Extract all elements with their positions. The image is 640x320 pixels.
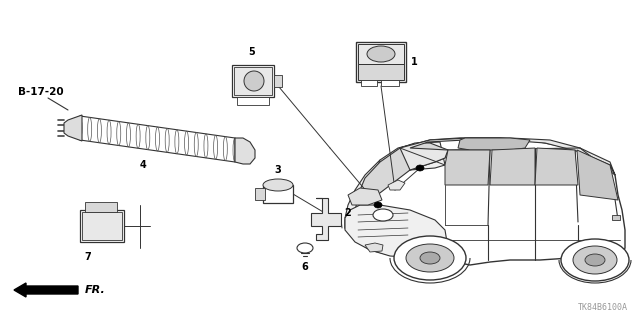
Text: 6: 6: [301, 262, 308, 272]
Bar: [237, 97, 269, 105]
FancyArrow shape: [14, 283, 78, 297]
Bar: [356, 42, 406, 82]
Polygon shape: [490, 148, 535, 185]
Polygon shape: [345, 142, 445, 222]
Ellipse shape: [561, 239, 629, 281]
Ellipse shape: [406, 244, 454, 272]
Bar: [85, 202, 117, 212]
Bar: [255, 188, 265, 200]
Ellipse shape: [373, 209, 393, 221]
Ellipse shape: [374, 202, 382, 208]
Bar: [274, 75, 282, 87]
Polygon shape: [80, 116, 235, 162]
Text: 2: 2: [344, 208, 351, 218]
Polygon shape: [388, 180, 405, 190]
Ellipse shape: [585, 254, 605, 266]
Polygon shape: [64, 115, 82, 141]
Ellipse shape: [416, 165, 424, 171]
Ellipse shape: [263, 179, 293, 191]
Text: 7: 7: [84, 252, 92, 262]
Polygon shape: [345, 205, 450, 260]
Polygon shape: [311, 198, 341, 240]
Ellipse shape: [244, 71, 264, 91]
Polygon shape: [535, 148, 578, 185]
Bar: [358, 44, 404, 64]
Polygon shape: [445, 150, 490, 185]
Bar: [612, 215, 620, 220]
Text: B-17-20: B-17-20: [18, 87, 63, 97]
Ellipse shape: [297, 243, 313, 253]
Text: FR.: FR.: [85, 285, 106, 295]
Bar: [234, 67, 272, 95]
Text: 1: 1: [411, 57, 418, 67]
Bar: [361, 80, 377, 86]
Bar: [82, 212, 122, 240]
Ellipse shape: [367, 46, 395, 62]
Bar: [232, 65, 274, 97]
Text: TK84B6100A: TK84B6100A: [578, 303, 628, 312]
Polygon shape: [348, 188, 382, 205]
Polygon shape: [345, 138, 625, 265]
Bar: [381, 80, 399, 86]
Polygon shape: [577, 150, 618, 200]
Polygon shape: [458, 138, 530, 150]
Ellipse shape: [420, 252, 440, 264]
Polygon shape: [400, 138, 615, 175]
Text: 4: 4: [140, 160, 147, 170]
Polygon shape: [355, 143, 448, 212]
Ellipse shape: [394, 236, 466, 280]
Bar: [263, 185, 293, 203]
Polygon shape: [235, 138, 255, 164]
Text: 5: 5: [248, 47, 255, 57]
Bar: [80, 210, 124, 242]
Bar: [358, 64, 404, 80]
Polygon shape: [365, 243, 383, 252]
Ellipse shape: [573, 246, 617, 274]
Text: 3: 3: [275, 165, 282, 175]
